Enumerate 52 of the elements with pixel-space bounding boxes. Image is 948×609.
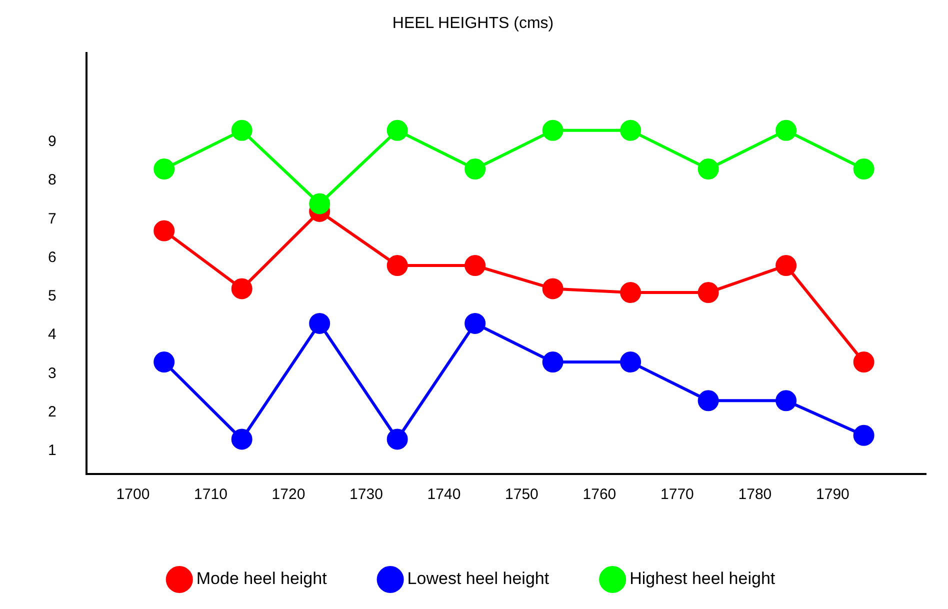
- y-tick-label: 9: [48, 133, 56, 150]
- x-tick-label: 1750: [505, 486, 538, 504]
- point: [154, 352, 175, 373]
- point: [620, 120, 642, 141]
- point: [464, 255, 486, 276]
- point: [386, 428, 408, 450]
- point: [698, 282, 719, 304]
- point: [776, 390, 797, 412]
- point: [776, 255, 797, 276]
- point: [853, 158, 874, 180]
- point: [386, 255, 408, 276]
- y-tick-label: 5: [48, 288, 56, 305]
- point: [386, 120, 408, 141]
- point: [309, 193, 330, 214]
- point: [464, 312, 486, 334]
- legend-label: Highest heel height: [630, 569, 776, 588]
- point: [853, 352, 874, 373]
- y-tick-label: 8: [48, 172, 56, 189]
- point: [542, 120, 564, 141]
- point: [231, 428, 252, 450]
- x-tick-label: 1780: [738, 486, 772, 504]
- y-tick-label: 7: [48, 210, 56, 228]
- point: [309, 312, 330, 334]
- y-tick-label: 3: [48, 364, 56, 382]
- point: [231, 278, 252, 300]
- legend-label: Mode heel height: [196, 569, 328, 588]
- x-tick-label: 1740: [427, 486, 461, 504]
- x-tick-label: 1730: [350, 486, 383, 504]
- y-tick-label: 2: [48, 403, 56, 420]
- x-tick-label: 1790: [816, 486, 850, 504]
- chart-title: HEEL HEIGHTS (cms): [392, 15, 554, 32]
- point: [231, 120, 252, 141]
- point: [776, 120, 797, 141]
- point: [154, 158, 175, 180]
- point: [154, 220, 175, 242]
- x-tick-label: 1700: [116, 486, 150, 504]
- point: [542, 278, 564, 300]
- point: [464, 158, 486, 180]
- x-tick-label: 1760: [582, 486, 616, 504]
- point: [853, 424, 874, 446]
- point: [698, 390, 719, 412]
- x-tick-label: 1710: [194, 486, 228, 504]
- point: [620, 352, 642, 373]
- x-tick-label: 1720: [272, 486, 306, 504]
- legend-label: Lowest heel height: [407, 569, 550, 588]
- y-tick-label: 6: [48, 248, 56, 266]
- x-tick-label: 1770: [660, 486, 694, 504]
- point: [620, 282, 642, 304]
- y-tick-label: 4: [48, 326, 56, 344]
- point: [542, 352, 564, 373]
- point: [698, 158, 719, 180]
- y-tick-label: 1: [48, 442, 56, 459]
